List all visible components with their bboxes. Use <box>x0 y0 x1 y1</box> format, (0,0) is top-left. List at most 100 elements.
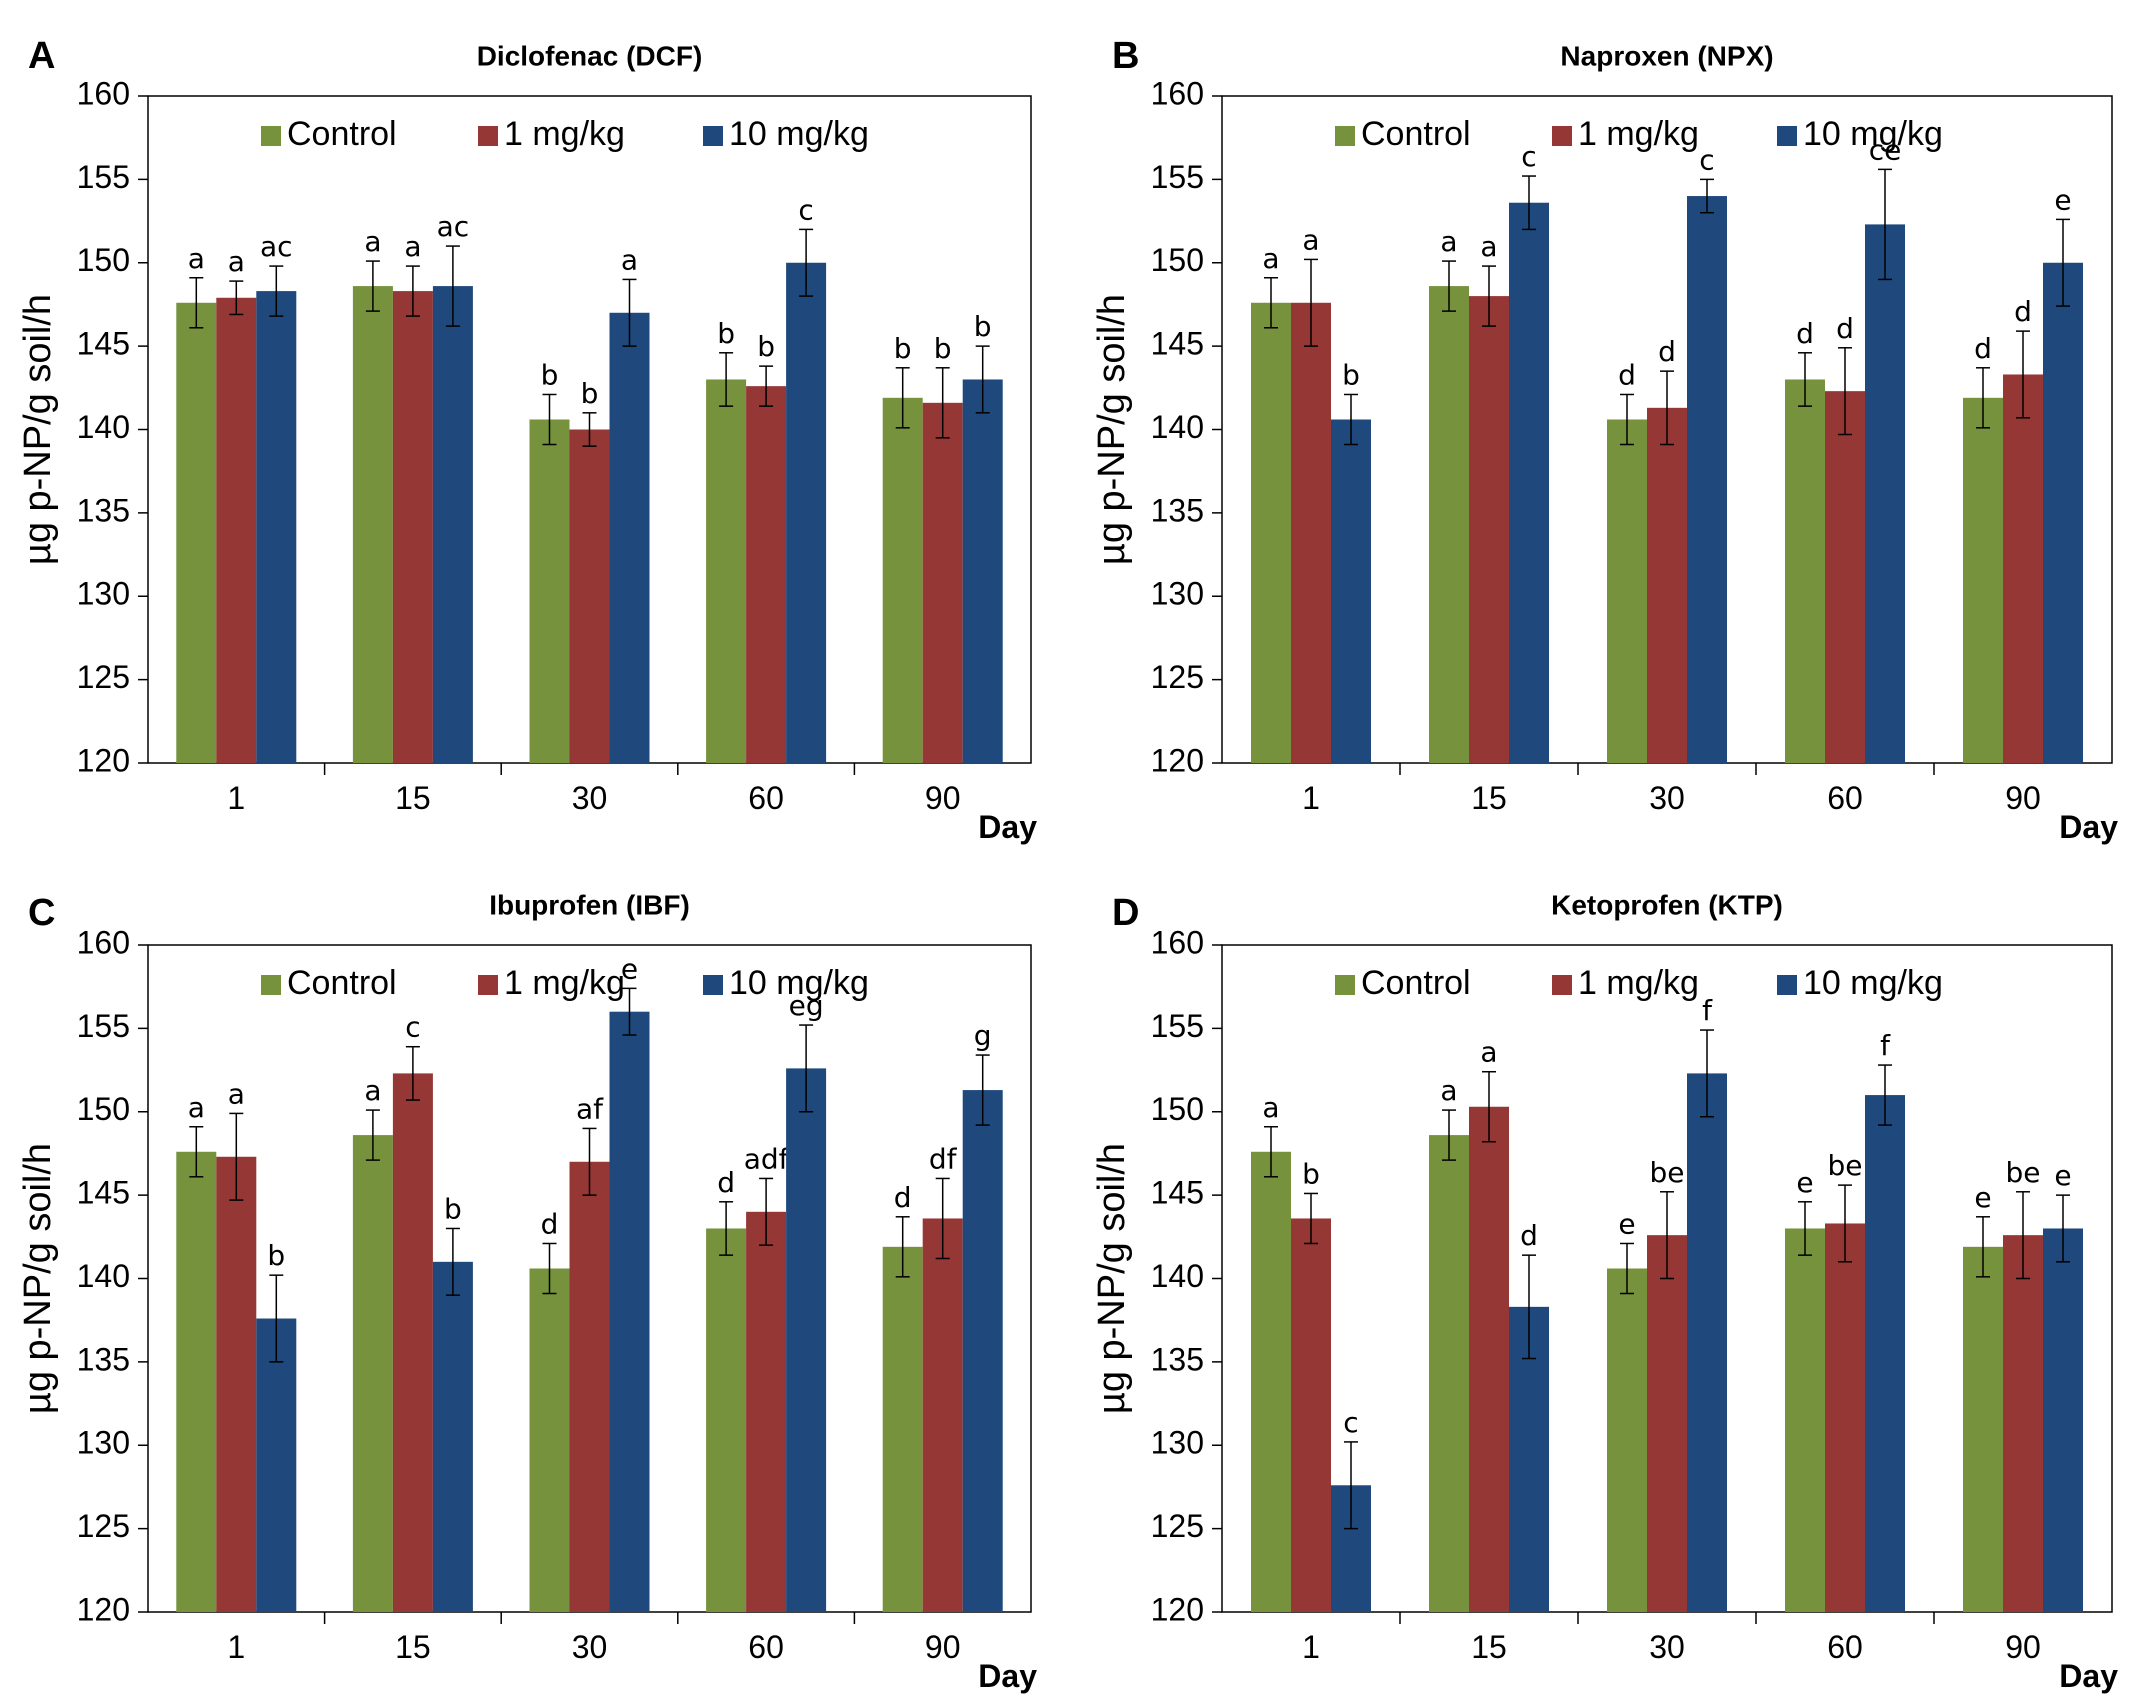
bar <box>1331 419 1371 763</box>
y-tick-label: 150 <box>77 1091 130 1127</box>
y-axis-label: µg p-NP/g soil/h <box>1091 1143 1133 1414</box>
bar <box>1251 1151 1291 1612</box>
bar <box>352 286 393 763</box>
x-tick-label: 30 <box>1649 780 1685 816</box>
legend-swatch <box>703 975 723 995</box>
significance-label: a <box>1440 225 1457 258</box>
significance-label: a <box>1440 1074 1457 1107</box>
y-axis-label: µg p-NP/g soil/h <box>1091 294 1133 565</box>
legend-swatch <box>1777 126 1797 146</box>
significance-label: c <box>405 1011 420 1044</box>
panel-letter: D <box>1112 892 1139 934</box>
significance-label: d <box>541 1207 559 1240</box>
significance-label: f <box>1702 994 1713 1027</box>
x-tick-label: 15 <box>395 780 431 816</box>
y-tick-label: 130 <box>1151 576 1204 612</box>
significance-label: b <box>1342 358 1360 391</box>
significance-label: b <box>934 332 952 365</box>
significance-label: a <box>364 225 381 258</box>
y-tick-label: 155 <box>77 1008 130 1044</box>
significance-label: df <box>929 1142 958 1175</box>
significance-label: a <box>228 1077 245 1110</box>
bar <box>1469 1106 1509 1612</box>
significance-label: adf <box>744 1142 790 1175</box>
bar <box>216 1156 257 1612</box>
significance-label: ce <box>1869 133 1902 166</box>
significance-label: a <box>188 1091 205 1124</box>
x-tick-label: 60 <box>748 1629 784 1665</box>
bar <box>529 419 570 763</box>
x-tick-label: 1 <box>1302 1629 1320 1665</box>
y-tick-label: 155 <box>1151 1008 1204 1044</box>
significance-label: d <box>1658 335 1676 368</box>
panel-b: B Naproxen (NPX)1201251301351401451501551… <box>1091 35 2118 845</box>
bar <box>392 1073 433 1612</box>
legend-label: 10 mg/kg <box>1803 964 1943 1002</box>
significance-label: af <box>576 1092 604 1125</box>
chart-title: Naproxen (NPX) <box>1560 40 1773 71</box>
bar <box>1785 379 1825 763</box>
significance-label: eg <box>789 989 824 1022</box>
legend-swatch <box>261 126 281 146</box>
significance-label: a <box>404 230 421 263</box>
bar <box>392 291 433 763</box>
y-tick-label: 120 <box>1151 1591 1204 1627</box>
significance-label: d <box>717 1166 735 1199</box>
x-tick-label: 90 <box>925 1629 961 1665</box>
x-tick-label: 15 <box>1471 780 1507 816</box>
x-tick-label: 90 <box>2005 1629 2041 1665</box>
bar <box>1607 419 1647 763</box>
y-tick-label: 135 <box>1151 492 1204 528</box>
panel-a: A Diclofenac (DCF)12012513013514014515015… <box>17 35 1037 845</box>
y-tick-label: 140 <box>1151 409 1204 445</box>
bar <box>1429 286 1469 763</box>
y-tick-label: 145 <box>77 1175 130 1211</box>
y-axis-label: µg p-NP/g soil/h <box>17 1143 59 1414</box>
chart-title: Ketoprofen (KTP) <box>1551 889 1783 920</box>
bar <box>569 1161 610 1612</box>
significance-label: a <box>228 245 245 278</box>
significance-label: a <box>188 242 205 275</box>
y-tick-label: 145 <box>77 326 130 362</box>
significance-label: a <box>364 1074 381 1107</box>
significance-label: e <box>621 952 638 985</box>
significance-label: b <box>757 330 775 363</box>
bar <box>529 1268 570 1612</box>
significance-label: b <box>717 317 735 350</box>
y-tick-label: 125 <box>1151 1508 1204 1544</box>
significance-label: a <box>1262 1091 1279 1124</box>
significance-label: c <box>1521 140 1536 173</box>
bar <box>786 262 827 763</box>
significance-label: a <box>1262 242 1279 275</box>
bar <box>706 1228 747 1612</box>
legend-swatch <box>1552 975 1572 995</box>
y-tick-label: 150 <box>1151 242 1204 278</box>
significance-label: a <box>1480 230 1497 263</box>
legend-label: 10 mg/kg <box>729 115 869 153</box>
bar <box>1825 1223 1865 1612</box>
significance-label: a <box>621 243 638 276</box>
y-tick-label: 160 <box>1151 75 1204 111</box>
significance-label: d <box>2014 295 2032 328</box>
significance-label: b <box>1302 1157 1320 1190</box>
x-tick-label: 15 <box>1471 1629 1507 1665</box>
bar <box>176 1151 217 1612</box>
bar <box>609 1011 650 1612</box>
significance-label: b <box>444 1192 462 1225</box>
significance-label: e <box>2054 183 2071 216</box>
bar <box>1963 1246 2003 1612</box>
legend-swatch <box>261 975 281 995</box>
y-tick-label: 130 <box>1151 1425 1204 1461</box>
panel-letter: C <box>28 892 55 934</box>
bar <box>1963 397 2003 763</box>
legend-swatch <box>1777 975 1797 995</box>
y-tick-label: 135 <box>1151 1341 1204 1377</box>
bar <box>1251 302 1291 763</box>
y-tick-label: 150 <box>1151 1091 1204 1127</box>
y-tick-label: 160 <box>77 75 130 111</box>
significance-label: b <box>581 377 599 410</box>
bar <box>1469 296 1509 763</box>
bar <box>216 297 257 763</box>
y-tick-label: 125 <box>77 659 130 695</box>
bar <box>2003 374 2043 763</box>
